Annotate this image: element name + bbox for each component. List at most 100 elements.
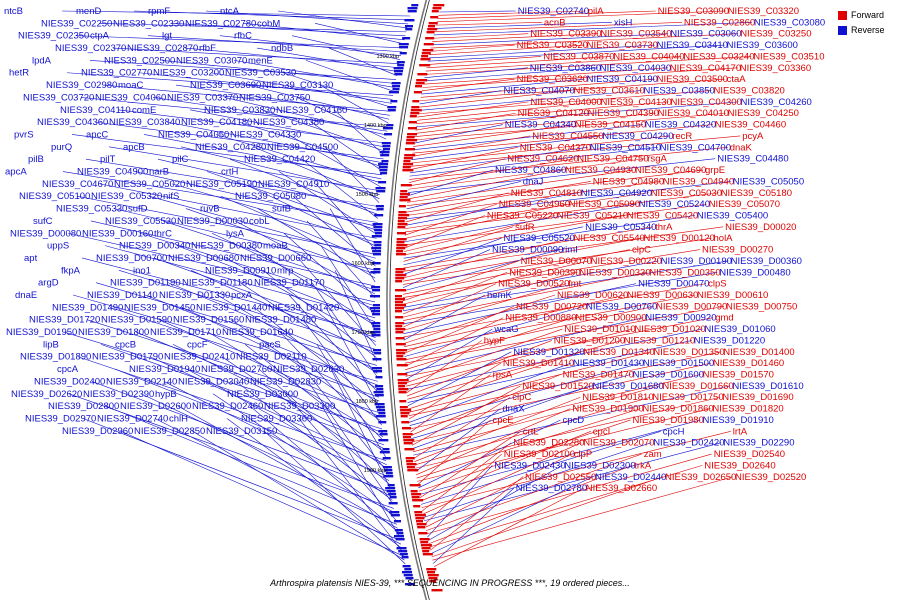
reverse-gene-block (375, 415, 386, 418)
reverse-gene-block (372, 223, 383, 226)
gene-label: cpcI (593, 426, 610, 437)
gene-connector-line (288, 294, 379, 394)
forward-gene-block (395, 328, 406, 331)
forward-gene-block (395, 343, 406, 346)
forward-gene-block (395, 253, 406, 256)
forward-gene-block (397, 379, 409, 382)
gene-label: NIES39_C03850 (644, 86, 715, 97)
backbone-line (389, 0, 430, 600)
gene-connector-line (435, 22, 612, 29)
gene-connector-line (412, 124, 643, 151)
gene-label: NIES39_C03320 (728, 6, 799, 17)
gene-connector-line (419, 90, 572, 108)
reverse-gene-block (403, 574, 413, 577)
gene-label: NIES39_D01640 (222, 327, 293, 338)
forward-gene-block (411, 106, 420, 109)
reverse-gene-block (379, 169, 388, 172)
forward-gene-block (414, 514, 426, 517)
reverse-gene-block (404, 583, 415, 586)
gene-label: NIES39_D02850 (134, 426, 205, 437)
gene-connector-line (408, 351, 652, 413)
gene-label: NIES39_C04070 (504, 86, 575, 97)
forward-gene-block (405, 457, 415, 460)
forward-gene-block (416, 523, 427, 526)
gene-connector-line (405, 192, 579, 226)
gene-label: cobM (257, 18, 280, 29)
gene-label: crtL (523, 426, 539, 437)
gene-label: thrA (655, 222, 673, 233)
forward-gene-block (421, 55, 429, 58)
forward-gene-block (395, 310, 403, 313)
forward-gene-block (428, 22, 438, 25)
gene-label: NIES39_D02390 (83, 389, 154, 400)
gene-connector-line (403, 260, 729, 311)
gene-label: NIES39_D01400 (723, 347, 794, 358)
gene-label: NIES39_C04550 (532, 131, 603, 142)
gene-connector-line (409, 147, 728, 180)
reverse-gene-block (378, 412, 386, 415)
forward-gene-block (410, 112, 420, 115)
reverse-gene-block (381, 160, 389, 163)
gene-label: NIES39_D00920 (645, 313, 716, 324)
gene-connector-line (402, 249, 701, 298)
forward-gene-block (413, 91, 422, 94)
reverse-gene-block (378, 166, 388, 169)
reverse-gene-block (376, 190, 386, 193)
gene-label: NIES39_C02780 (185, 18, 256, 29)
gene-connector-line (233, 60, 395, 88)
forward-gene-block (426, 31, 435, 34)
forward-gene-block (412, 499, 424, 502)
gene-connector-line (301, 158, 379, 219)
gene-connector-line (211, 232, 376, 311)
gene-label: NIES39_C02350 (18, 31, 89, 42)
forward-gene-block (422, 49, 434, 52)
gene-connector-line (333, 109, 385, 156)
gene-label: NIES39_C03830 (204, 105, 275, 116)
gene-label: NIES39_D01590 (101, 315, 172, 326)
reverse-gene-block (373, 370, 383, 373)
forward-gene-block (411, 493, 422, 496)
forward-gene-block (395, 325, 403, 328)
gene-label: NIES39_C04120 (518, 108, 589, 119)
gene-connector-line (428, 465, 633, 545)
gene-connector-line (435, 22, 542, 26)
gene-connector-line (206, 171, 378, 231)
gene-connector-line (407, 340, 692, 403)
gene-connector-line (406, 181, 521, 210)
forward-gene-block (397, 223, 408, 226)
gene-connector-line (404, 203, 497, 236)
gene-label: NIES39_D01980 (633, 415, 704, 426)
reverse-gene-block (402, 571, 413, 574)
gene-connector-line (134, 171, 378, 227)
gene-label: NIES39_C03510 (753, 51, 824, 62)
forward-gene-block (399, 406, 408, 409)
gene-connector-line (427, 44, 725, 62)
reverse-gene-block (373, 328, 381, 331)
gene-connector-line (412, 124, 713, 154)
gene-connector-line (417, 419, 491, 485)
gene-label: NIES39_D02800 (48, 401, 119, 412)
gene-label: NIES39_C03840 (109, 117, 180, 128)
gene-connector-line (105, 405, 397, 525)
gene-label: NIES39_D02520 (735, 472, 806, 483)
reverse-gene-block (378, 163, 389, 166)
gene-connector-line (118, 270, 377, 350)
gene-label: gmd (715, 313, 733, 324)
gene-label: NIES39_D00070 (521, 256, 592, 267)
reverse-gene-block (389, 496, 397, 499)
gene-connector-line (140, 393, 395, 513)
gene-label: NIES39_D01900 (572, 404, 643, 415)
forward-gene-block (422, 553, 433, 556)
reverse-gene-block (373, 349, 382, 352)
gene-connector-line (325, 307, 381, 410)
gene-connector-line (404, 294, 696, 351)
gene-label: NIES39_C05400 (697, 211, 768, 222)
gene-label: NIES39_C04300 (671, 97, 742, 108)
gene-label: NIES39_C02770 (81, 68, 152, 79)
gene-label: NIES39_D02960 (62, 426, 133, 437)
gene-label: NIES39_C05210 (557, 211, 628, 222)
forward-gene-block (417, 526, 426, 529)
forward-gene-block (433, 4, 445, 7)
forward-gene-block (430, 16, 439, 19)
gene-label: NIES39_D00470 (638, 279, 709, 290)
